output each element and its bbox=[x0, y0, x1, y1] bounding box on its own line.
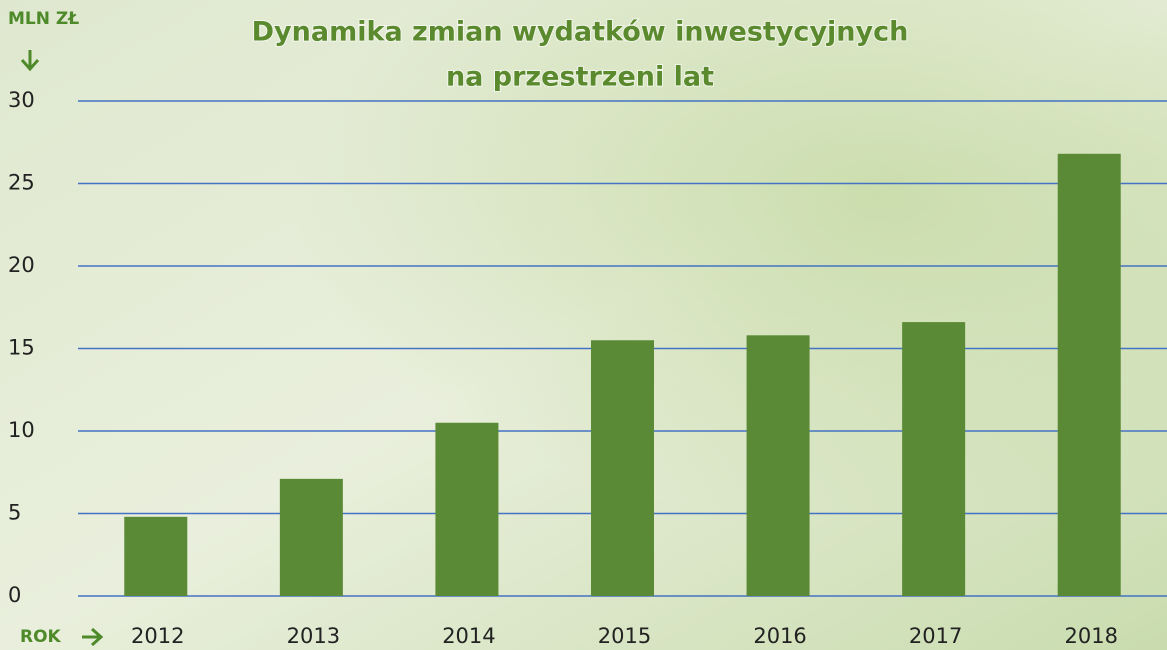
bar bbox=[591, 340, 654, 596]
bar bbox=[1057, 153, 1121, 597]
x-tick-label: 2016 bbox=[753, 624, 806, 648]
x-tick-label: 2017 bbox=[909, 624, 962, 648]
y-tick-label: 30 bbox=[8, 88, 35, 112]
bar bbox=[435, 422, 499, 596]
y-tick-label: 25 bbox=[8, 171, 35, 195]
y-tick-label: 5 bbox=[8, 501, 21, 525]
chart-title: Dynamika zmian wydatków inwestycyjnych bbox=[252, 17, 909, 48]
x-tick-label: 2015 bbox=[598, 624, 651, 648]
x-tick-label: 2013 bbox=[287, 624, 340, 648]
bar bbox=[902, 322, 966, 596]
x-tick-label: 2014 bbox=[442, 624, 495, 648]
y-arrow bbox=[20, 50, 40, 72]
x-tick-label: 2012 bbox=[131, 624, 184, 648]
y-tick-label: 20 bbox=[8, 253, 35, 277]
y-axis-label: MLN ZŁ bbox=[8, 9, 79, 29]
y-tick-label: 15 bbox=[8, 336, 35, 360]
chart-title: na przestrzeni lat bbox=[446, 62, 714, 93]
x-arrow bbox=[82, 627, 104, 647]
x-tick-label: 2018 bbox=[1064, 624, 1117, 648]
bar bbox=[124, 516, 188, 596]
y-tick-label: 10 bbox=[8, 418, 35, 442]
bar bbox=[279, 478, 343, 596]
y-tick-label: 0 bbox=[8, 583, 21, 607]
x-axis-label: ROK bbox=[20, 627, 62, 647]
bar bbox=[746, 335, 810, 596]
